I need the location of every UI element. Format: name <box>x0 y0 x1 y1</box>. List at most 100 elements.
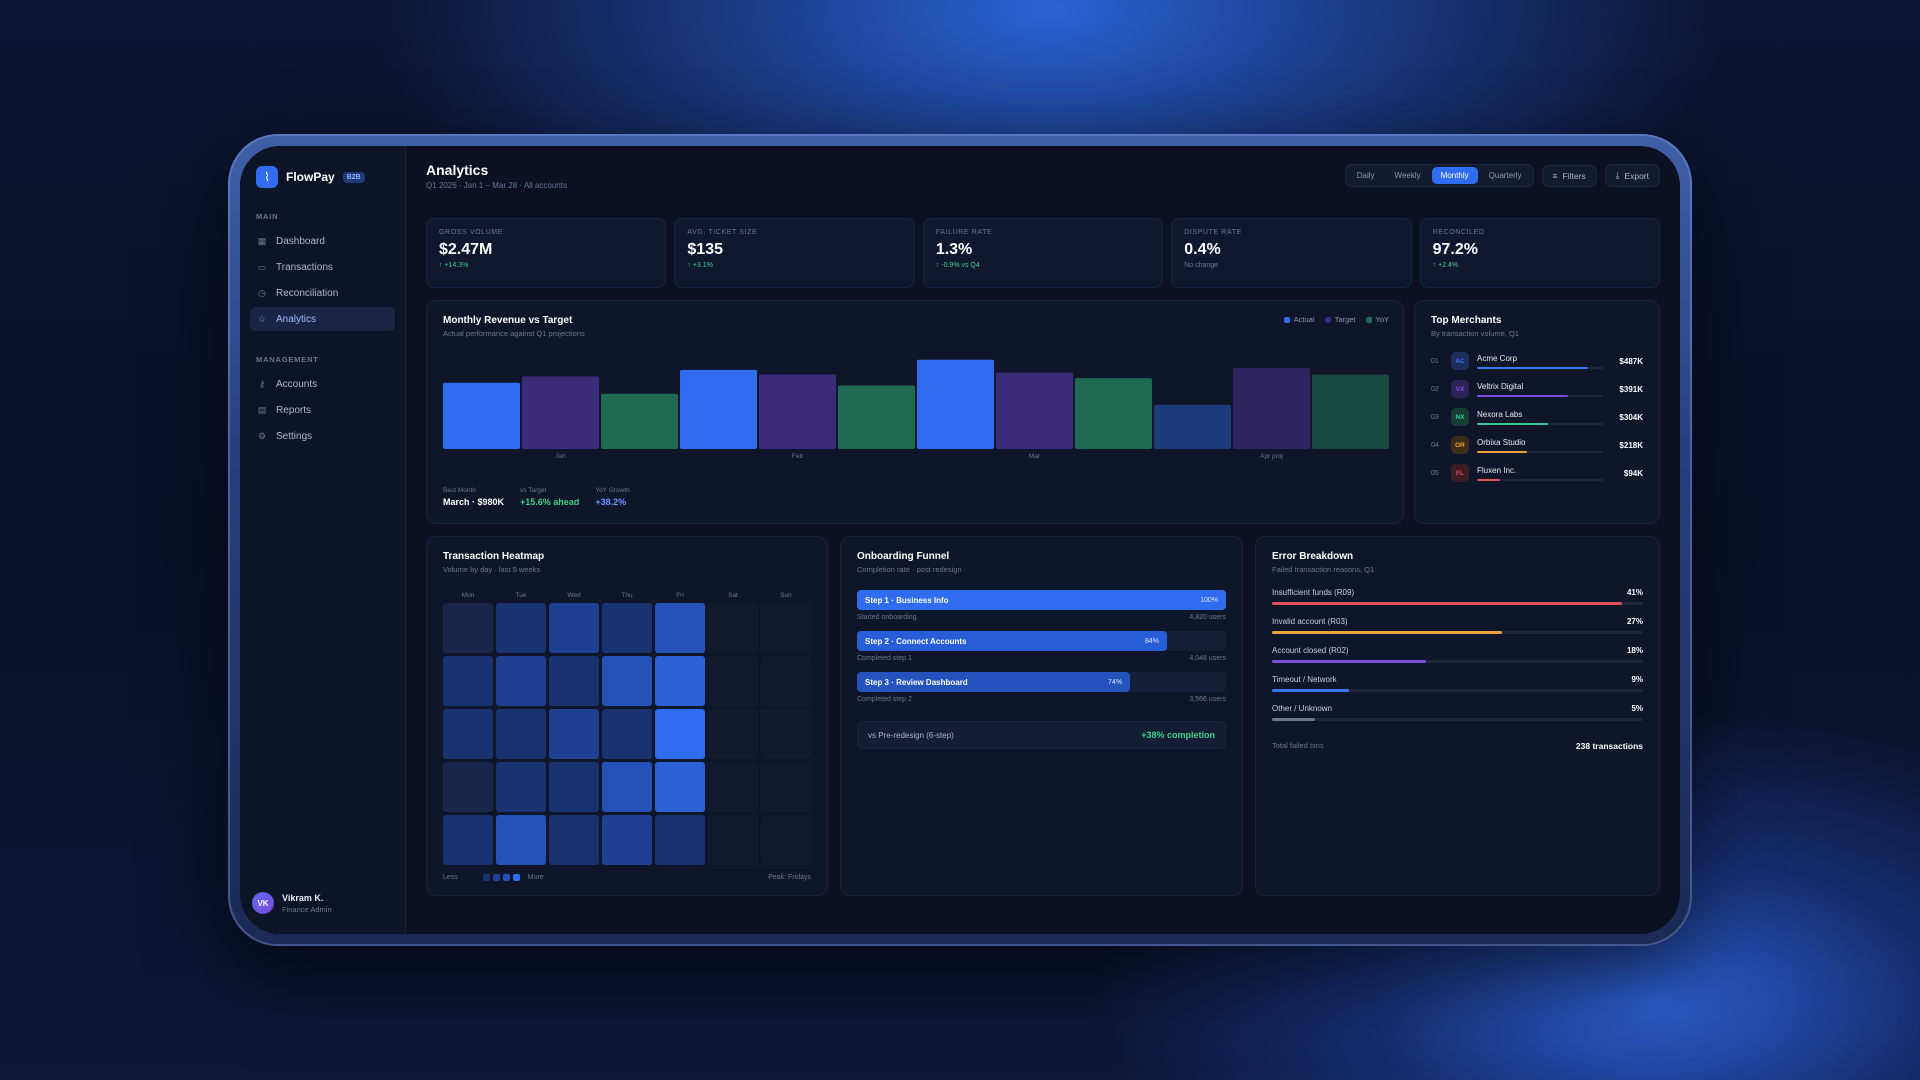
sidebar-item-dashboard[interactable]: ▦ Dashboard <box>250 229 395 253</box>
sidebar-item-reports[interactable]: ▤ Reports <box>250 398 395 422</box>
bar-target-apr-proj[interactable] <box>1233 368 1310 449</box>
error-row[interactable]: Insufficient funds (R09) 41% <box>1272 588 1643 605</box>
funnel-caption: Completed step 1 <box>857 655 912 662</box>
heatmap-cell[interactable] <box>761 709 811 759</box>
heatmap-cell[interactable] <box>655 815 705 865</box>
sidebar-item-analytics[interactable]: ☆ Analytics <box>250 307 395 331</box>
heatmap-cell[interactable] <box>496 656 546 706</box>
heatmap-cell[interactable] <box>708 709 758 759</box>
heatmap-cell[interactable] <box>549 603 599 653</box>
nav-section-label: MAIN <box>256 212 279 221</box>
heatmap-cell[interactable] <box>761 656 811 706</box>
merchant-row[interactable]: 02 VX Veltrix Digital $391K <box>1431 380 1643 398</box>
heatmap-cell[interactable] <box>549 762 599 812</box>
heatmap-cell[interactable] <box>496 815 546 865</box>
heatmap-cell[interactable] <box>655 656 705 706</box>
heatmap-cell[interactable] <box>761 815 811 865</box>
heatmap-cell[interactable] <box>708 762 758 812</box>
funnel-caption: Started onboarding <box>857 614 917 621</box>
heatmap-cell[interactable] <box>708 603 758 653</box>
error-row[interactable]: Timeout / Network 9% <box>1272 675 1643 692</box>
kpi-value: 97.2% <box>1432 241 1478 258</box>
avatar: VK <box>252 892 274 914</box>
merchant-row[interactable]: 04 OR Orbixa Studio $218K <box>1431 436 1643 454</box>
merchant-info: Veltrix Digital <box>1477 382 1603 397</box>
heatmap-cell[interactable] <box>655 603 705 653</box>
user-profile[interactable]: VK Vikram K. Finance Admin <box>252 892 332 914</box>
error-row[interactable]: Invalid account (R03) 27% <box>1272 617 1643 634</box>
funnel-step[interactable]: Step 1 · Business Info 100% Started onboar… <box>857 590 1226 621</box>
page-title: Analytics <box>426 162 489 178</box>
heatmap-cell[interactable] <box>761 762 811 812</box>
brand[interactable]: ⌇ FlowPay B2B <box>250 166 395 188</box>
x-axis-labels: Jan Feb Mar Apr proj <box>443 453 1389 463</box>
merchants-subtitle: By transaction volume, Q1 <box>1431 329 1519 338</box>
heatmap-cell[interactable] <box>443 709 493 759</box>
error-row[interactable]: Other / Unknown 5% <box>1272 704 1643 721</box>
sidebar-item-settings[interactable]: ⚙ Settings <box>250 424 395 448</box>
bar-yoy-feb[interactable] <box>838 385 915 449</box>
heatmap-cell[interactable] <box>602 709 652 759</box>
heatmap-cell[interactable] <box>708 656 758 706</box>
merchant-value: $218K <box>1619 440 1643 450</box>
page-subtitle: Q1 2026 · Jan 1 – Mar 28 · All accounts <box>426 181 567 190</box>
merchant-row[interactable]: 05 FL Fluxen Inc. $94K <box>1431 464 1643 482</box>
bar-target-feb[interactable] <box>759 374 836 449</box>
error-bar-fill <box>1272 718 1315 721</box>
heatmap-cell[interactable] <box>443 815 493 865</box>
heatmap-cell[interactable] <box>655 762 705 812</box>
bar-target-mar[interactable] <box>996 372 1073 449</box>
bar-yoy-mar[interactable] <box>1075 378 1152 449</box>
sidebar-item-accounts[interactable]: ⚷ Accounts <box>250 372 395 396</box>
heatmap-cell[interactable] <box>602 656 652 706</box>
heatmap-cell[interactable] <box>496 603 546 653</box>
heatmap-cell[interactable] <box>602 762 652 812</box>
period-weekly[interactable]: Weekly <box>1394 171 1421 180</box>
kpi-value: $2.47M <box>439 241 493 258</box>
sidebar-item-transactions[interactable]: ▭ Transactions <box>250 255 395 279</box>
heatmap-cell[interactable] <box>708 815 758 865</box>
kpi-value: 0.4% <box>1184 241 1221 258</box>
sidebar-item-reconciliation[interactable]: ◷ Reconciliation <box>250 281 395 305</box>
period-quarterly[interactable]: Quarterly <box>1488 171 1522 180</box>
merchant-row[interactable]: 03 NX Nexora Labs $304K <box>1431 408 1643 426</box>
merchant-value: $94K <box>1623 468 1643 478</box>
heatmap-cell[interactable] <box>761 603 811 653</box>
bar-yoy-apr-proj[interactable] <box>1312 374 1389 449</box>
error-row[interactable]: Account closed (R02) 18% <box>1272 646 1643 663</box>
heatmap-cell[interactable] <box>602 815 652 865</box>
bar-actual-mar[interactable] <box>917 359 994 449</box>
bar-actual-jan[interactable] <box>443 382 520 449</box>
export-button[interactable]: ⤓ Export <box>1604 164 1660 187</box>
funnel-step[interactable]: Step 2 · Connect Accounts 84% Completed st… <box>857 631 1226 662</box>
bar-actual-apr-proj[interactable] <box>1154 404 1231 449</box>
bar-target-jan[interactable] <box>522 376 599 449</box>
gear-icon: ⚙ <box>257 431 267 441</box>
error-label: Invalid account (R03) <box>1272 617 1348 626</box>
funnel-step-pct: 100% <box>1200 596 1218 604</box>
x-tick-label: Jan <box>555 453 566 460</box>
heatmap-cell[interactable] <box>549 656 599 706</box>
funnel-step-pct: 74% <box>1108 678 1123 686</box>
heatmap-cell[interactable] <box>549 815 599 865</box>
funnel-step[interactable]: Step 3 · Review Dashboard 74% Completed st… <box>857 672 1226 703</box>
error-bar-track <box>1272 689 1643 692</box>
heatmap-cell[interactable] <box>443 656 493 706</box>
filters-button[interactable]: ≡ Filters <box>1541 164 1597 187</box>
merchant-row[interactable]: 01 AC Acme Corp $487K <box>1431 352 1643 370</box>
heatmap-cell[interactable] <box>549 709 599 759</box>
day-label: Sat <box>728 592 738 599</box>
bar-yoy-jan[interactable] <box>601 393 678 449</box>
heatmap-cell[interactable] <box>655 709 705 759</box>
heatmap-cell[interactable] <box>496 762 546 812</box>
period-monthly[interactable]: Monthly <box>1431 167 1478 184</box>
period-daily[interactable]: Daily <box>1356 171 1375 180</box>
heatmap-cell[interactable] <box>496 709 546 759</box>
day-label: Sun <box>780 592 792 599</box>
heatmap-cell[interactable] <box>443 603 493 653</box>
heatmap-cell[interactable] <box>443 762 493 812</box>
heatmap-cell[interactable] <box>602 603 652 653</box>
day-label: Wed <box>567 592 581 599</box>
bar-actual-feb[interactable] <box>680 369 757 449</box>
merchant-name: Fluxen Inc. <box>1477 465 1517 475</box>
